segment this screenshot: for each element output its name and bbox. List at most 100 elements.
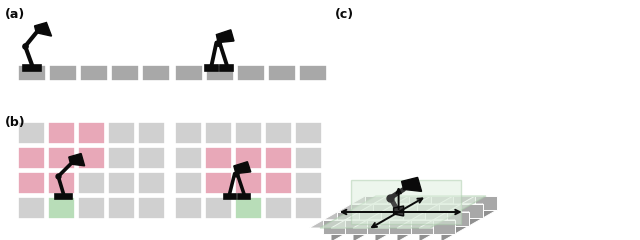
- Polygon shape: [389, 212, 425, 220]
- Text: (b): (b): [5, 116, 26, 129]
- Polygon shape: [447, 204, 461, 226]
- Polygon shape: [419, 220, 455, 228]
- Polygon shape: [323, 212, 359, 220]
- Polygon shape: [425, 204, 439, 226]
- Polygon shape: [397, 220, 433, 228]
- Bar: [205, 147, 232, 169]
- Polygon shape: [431, 196, 453, 210]
- Polygon shape: [331, 220, 367, 228]
- Polygon shape: [353, 220, 367, 240]
- Bar: [205, 122, 232, 144]
- Polygon shape: [381, 204, 395, 226]
- Bar: [235, 172, 262, 194]
- Bar: [80, 65, 108, 81]
- Bar: [22, 65, 42, 71]
- Bar: [18, 65, 46, 81]
- Bar: [142, 65, 170, 81]
- Bar: [265, 197, 292, 219]
- Polygon shape: [417, 196, 431, 218]
- Polygon shape: [68, 154, 84, 166]
- Polygon shape: [351, 180, 461, 224]
- Polygon shape: [433, 220, 455, 234]
- Polygon shape: [425, 212, 447, 226]
- Polygon shape: [345, 212, 381, 220]
- Polygon shape: [216, 30, 234, 43]
- Bar: [223, 194, 236, 199]
- Polygon shape: [395, 196, 409, 218]
- Polygon shape: [323, 220, 345, 234]
- Bar: [18, 172, 45, 194]
- Bar: [175, 65, 203, 81]
- Polygon shape: [433, 212, 447, 234]
- Bar: [111, 65, 139, 81]
- Polygon shape: [351, 196, 387, 204]
- Polygon shape: [461, 196, 475, 218]
- Polygon shape: [373, 196, 409, 204]
- Polygon shape: [35, 23, 52, 36]
- Polygon shape: [402, 177, 422, 192]
- Polygon shape: [381, 204, 417, 212]
- Polygon shape: [381, 212, 403, 226]
- Polygon shape: [320, 196, 486, 228]
- Bar: [78, 147, 105, 169]
- Polygon shape: [425, 204, 461, 212]
- Polygon shape: [394, 206, 404, 216]
- Bar: [238, 194, 250, 199]
- Polygon shape: [359, 204, 395, 212]
- Polygon shape: [373, 196, 387, 218]
- Bar: [18, 122, 45, 144]
- Polygon shape: [367, 212, 403, 220]
- Bar: [175, 147, 202, 169]
- Polygon shape: [375, 220, 411, 228]
- Polygon shape: [403, 212, 425, 226]
- Polygon shape: [483, 196, 497, 218]
- Polygon shape: [439, 196, 453, 218]
- Polygon shape: [389, 212, 403, 234]
- Polygon shape: [411, 220, 433, 234]
- Bar: [268, 65, 296, 81]
- Polygon shape: [359, 204, 373, 226]
- Bar: [295, 172, 322, 194]
- Bar: [108, 172, 135, 194]
- Bar: [205, 197, 232, 219]
- Polygon shape: [387, 196, 409, 210]
- Polygon shape: [453, 196, 475, 210]
- Polygon shape: [337, 204, 373, 212]
- Polygon shape: [367, 220, 389, 234]
- Polygon shape: [309, 220, 345, 228]
- Bar: [18, 197, 45, 219]
- Bar: [265, 122, 292, 144]
- Bar: [295, 197, 322, 219]
- Bar: [299, 65, 327, 81]
- Bar: [205, 65, 218, 71]
- Polygon shape: [331, 220, 345, 240]
- Polygon shape: [411, 212, 425, 234]
- Polygon shape: [403, 204, 417, 226]
- Polygon shape: [447, 212, 469, 226]
- Bar: [138, 197, 165, 219]
- Polygon shape: [461, 204, 483, 218]
- Polygon shape: [409, 196, 431, 210]
- Bar: [18, 147, 45, 169]
- Polygon shape: [359, 212, 381, 226]
- Bar: [78, 172, 105, 194]
- Polygon shape: [234, 162, 251, 174]
- Polygon shape: [365, 196, 387, 210]
- Bar: [265, 147, 292, 169]
- Polygon shape: [353, 220, 389, 228]
- Polygon shape: [411, 212, 447, 220]
- Bar: [235, 147, 262, 169]
- Bar: [295, 122, 322, 144]
- Bar: [108, 122, 135, 144]
- Bar: [138, 122, 165, 144]
- Bar: [108, 197, 135, 219]
- Bar: [206, 65, 234, 81]
- Bar: [138, 147, 165, 169]
- Bar: [175, 122, 202, 144]
- Bar: [295, 147, 322, 169]
- Polygon shape: [397, 220, 411, 240]
- Bar: [235, 197, 262, 219]
- Polygon shape: [447, 204, 483, 212]
- Polygon shape: [439, 204, 461, 218]
- Bar: [78, 122, 105, 144]
